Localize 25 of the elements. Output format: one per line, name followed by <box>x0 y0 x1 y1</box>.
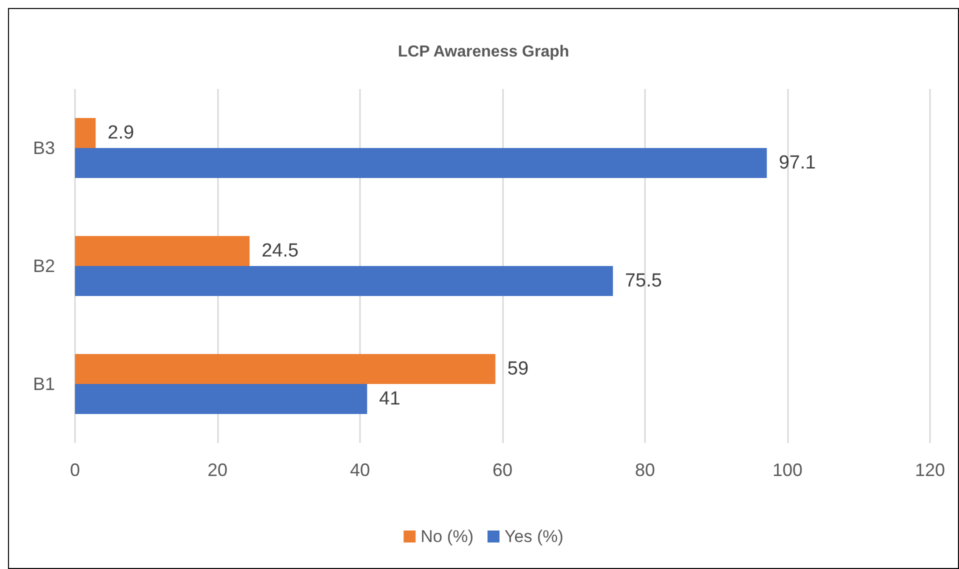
x-tick-label: 100 <box>772 460 803 480</box>
legend-label: Yes (%) <box>504 527 564 546</box>
bar <box>75 236 250 266</box>
x-tick-label: 80 <box>634 460 656 480</box>
legend-label: No (%) <box>420 527 474 546</box>
y-tick-label: B2 <box>32 256 55 276</box>
data-label: 97.1 <box>778 152 816 174</box>
y-tick-label: B1 <box>32 374 55 394</box>
x-tick-label: 120 <box>914 460 946 480</box>
data-label: 2.9 <box>108 122 134 144</box>
bar <box>75 148 767 178</box>
x-tick-label: 20 <box>207 460 228 480</box>
x-tick-label: 0 <box>70 460 80 480</box>
x-tick-label: 40 <box>350 460 370 480</box>
chart-title: LCP Awareness Graph <box>398 44 570 60</box>
data-label: 75.5 <box>624 270 662 292</box>
bar <box>75 384 368 414</box>
data-label: 59 <box>507 358 529 380</box>
bar <box>75 118 96 148</box>
data-label: 41 <box>379 388 400 410</box>
x-tick-label: 60 <box>492 460 513 480</box>
data-label: 24.5 <box>262 240 299 262</box>
bar <box>75 354 496 384</box>
y-tick-label: B3 <box>32 138 55 158</box>
bar <box>75 266 613 296</box>
